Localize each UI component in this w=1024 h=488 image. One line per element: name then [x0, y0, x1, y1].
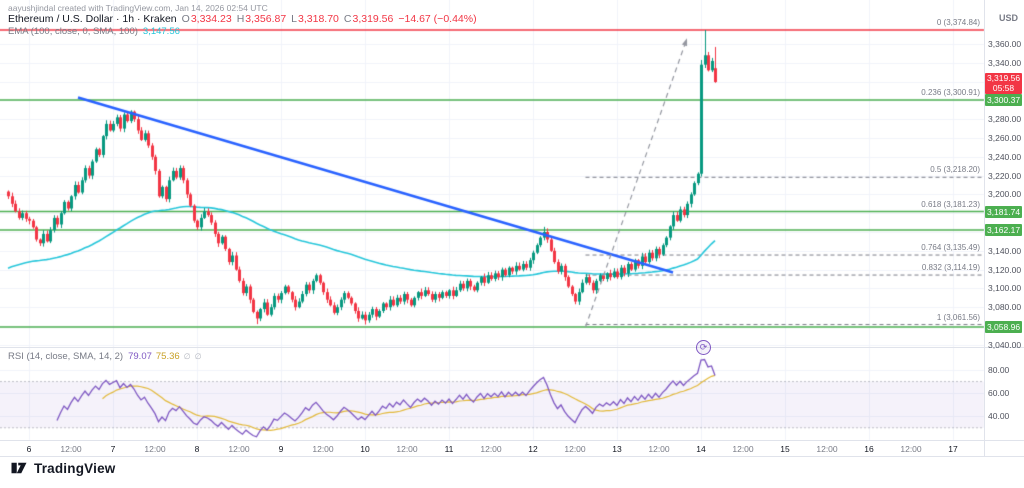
ohlc-letter: C	[343, 13, 352, 25]
pane-divider[interactable]	[0, 347, 1024, 348]
fib-level-label: 0 (3,374.84)	[936, 18, 980, 28]
time-axis-label: 16	[864, 444, 874, 454]
ema-indicator-label[interactable]: EMA (100, close, 0, SMA, 100)	[8, 26, 138, 37]
price-axis-label: 3,100.00	[988, 283, 1022, 294]
time-axis-label: 8	[194, 444, 200, 454]
fib-level-label: 0.832 (3,114.19)	[921, 263, 980, 273]
time-axis-label: 12:00	[480, 444, 502, 454]
time-axis-label: 12:00	[816, 444, 838, 454]
time-axis-label: 14	[696, 444, 706, 454]
price-axis-label: 3,340.00	[988, 57, 1022, 68]
time-axis-label: 12	[528, 444, 538, 454]
watermark-attribution: aayushjindal created with TradingView.co…	[8, 3, 268, 13]
rsi-indicator-legend: RSI (14, close, SMA, 14, 2) 79.07 75.36 ∅ ∅	[8, 351, 202, 362]
tradingview-logo[interactable]: TradingView	[10, 459, 115, 477]
symbol-legend: Ethereum / U.S. Dollar · 1h · Kraken O3,3…	[8, 13, 477, 25]
time-axis-label: 12:00	[900, 444, 922, 454]
rsi-hidden-plot-icon: ∅	[194, 352, 202, 361]
fib-level-label: 0.5 (3,218.20)	[930, 165, 980, 175]
price-axis-label: 3,040.00	[988, 339, 1022, 350]
price-level-badge: 3,300.37	[985, 94, 1022, 107]
fib-level-label: 1 (3,061.56)	[936, 312, 980, 322]
time-axis-label: 12:00	[312, 444, 334, 454]
price-axis-label: 3,200.00	[988, 189, 1022, 200]
time-axis-label: 11	[444, 444, 454, 454]
ohlc-values: O3,334.23 H3,356.87 L3,318.70 C3,319.56	[177, 13, 394, 25]
fib-level-label: 0.764 (3,135.49)	[921, 243, 980, 253]
price-axis-border	[984, 0, 985, 456]
price-chart-canvas[interactable]	[0, 0, 1024, 456]
currency-label[interactable]: USD	[999, 13, 1019, 23]
time-axis-label: 17	[948, 444, 958, 454]
rsi-value: 79.07	[128, 351, 152, 362]
tradingview-logo-text: TradingView	[34, 460, 116, 476]
time-axis-label: 12:00	[396, 444, 418, 454]
price-axis-label: 3,360.00	[988, 39, 1022, 49]
time-axis-label: 12:00	[732, 444, 754, 454]
fib-level-label: 0.618 (3,181.23)	[921, 200, 980, 210]
time-axis-label: 7	[110, 444, 116, 454]
ema-value: 3,147.56	[142, 26, 180, 37]
ohlc-letter: O	[181, 13, 190, 25]
rsi-indicator-label[interactable]: RSI (14, close, SMA, 14, 2)	[8, 351, 124, 362]
tradingview-logo-icon	[11, 462, 27, 474]
time-axis-label: 6	[26, 444, 32, 454]
ohlc-letter: L	[291, 13, 298, 25]
ema-indicator-legend: EMA (100, close, 0, SMA, 100) 3,147.56	[8, 26, 180, 37]
current-price-badge: 3,319.56 05:58	[985, 73, 1022, 94]
time-axis-border	[0, 440, 1024, 441]
time-axis-label: 12:00	[60, 444, 82, 454]
time-axis-label: 13	[612, 444, 622, 454]
rsi-ma-value: 75.36	[155, 351, 180, 362]
time-axis-label: 9	[278, 444, 284, 454]
cycle-arrows-icon[interactable]: ⟳	[696, 340, 711, 355]
time-axis-label: 12:00	[648, 444, 670, 454]
time-axis-label: 12:00	[144, 444, 166, 454]
rsi-axis-label: 40.00	[988, 411, 1010, 422]
price-axis-label: 3,120.00	[988, 264, 1022, 275]
bar-countdown: 05:58	[992, 82, 1015, 93]
price-level-badge: 3,162.17	[985, 223, 1022, 236]
rsi-axis-label: 60.00	[988, 388, 1010, 399]
time-axis-label: 10	[360, 444, 370, 454]
price-axis-label: 3,240.00	[988, 151, 1022, 162]
ohlc-value: 3,319.56	[352, 13, 394, 25]
price-axis-label: 3,260.00	[988, 133, 1022, 143]
ohlc-value: 3,334.23	[190, 13, 232, 25]
symbol-title[interactable]: Ethereum / U.S. Dollar · 1h · Kraken	[8, 13, 177, 25]
price-axis-label: 3,280.00	[988, 114, 1022, 125]
time-axis-label: 15	[780, 444, 790, 454]
price-level-badge: 3,058.96	[985, 320, 1022, 333]
ohlc-value: 3,318.70	[298, 13, 339, 25]
price-level-badge: 3,181.74	[985, 205, 1022, 218]
ohlc-value: 3,356.87	[245, 13, 287, 25]
price-axis-label: 3,220.00	[988, 170, 1022, 181]
rsi-hidden-plot-icon: ∅	[183, 352, 191, 361]
time-axis-label: 12:00	[228, 444, 250, 454]
rsi-axis-label: 80.00	[988, 365, 1010, 375]
price-change: −14.67 (−0.44%)	[398, 13, 477, 25]
fib-level-label: 0.236 (3,300.91)	[921, 87, 980, 97]
chart-bottom-border	[0, 456, 1024, 457]
price-axis-label: 3,080.00	[988, 302, 1022, 313]
time-axis-label: 12:00	[564, 444, 586, 454]
price-axis-label: 3,140.00	[988, 245, 1022, 256]
current-price: 3,319.56	[986, 73, 1021, 83]
ohlc-letter: H	[236, 13, 245, 25]
